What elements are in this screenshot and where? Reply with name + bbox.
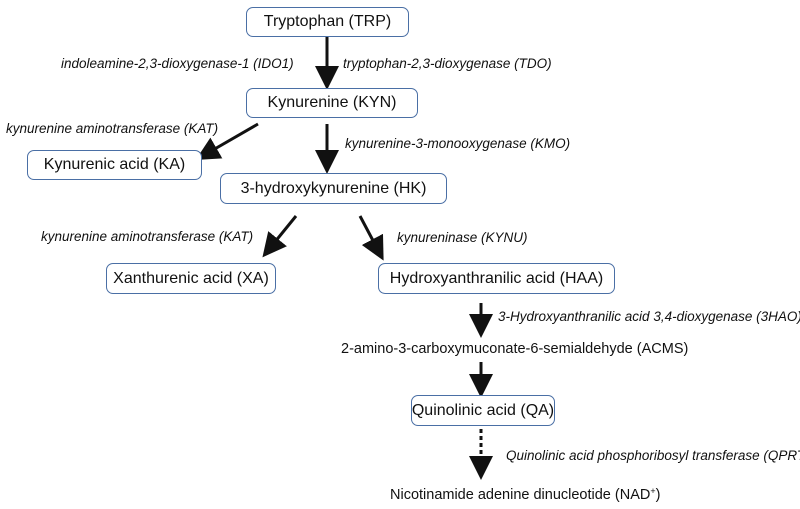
- node-xanthurenic-acid: Xanthurenic acid (XA): [106, 263, 276, 294]
- nad-label: Nicotinamide adenine dinucleotide (NAD: [390, 487, 651, 503]
- enzyme-3hao: 3-Hydroxyanthranilic acid 3,4-dioxygenas…: [498, 309, 800, 324]
- node-tryptophan: Tryptophan (TRP): [246, 7, 409, 37]
- node-kynurenic-acid: Kynurenic acid (KA): [27, 150, 202, 180]
- enzyme-kynu: kynureninase (KYNU): [397, 230, 528, 245]
- node-acms: 2-amino-3-carboxymuconate-6-semialdehyde…: [341, 341, 689, 357]
- nad-close: ): [655, 487, 661, 503]
- node-3-hydroxykynurenine: 3-hydroxykynurenine (HK): [220, 173, 447, 204]
- enzyme-ido1: indoleamine-2,3-dioxygenase-1 (IDO1): [61, 56, 294, 71]
- enzyme-kat-1: kynurenine aminotransferase (KAT): [6, 121, 219, 136]
- node-hydroxyanthranilic-acid: Hydroxyanthranilic acid (HAA): [378, 263, 615, 294]
- arrow-kyn-to-ka: [195, 122, 259, 160]
- nad-superscript: +: [650, 486, 656, 496]
- node-quinolinic-acid: Quinolinic acid (QA): [411, 395, 555, 426]
- arrow-hk-to-haa: [358, 215, 384, 261]
- enzyme-qprt: Quinolinic acid phosphoribosyl transfera…: [506, 448, 800, 463]
- enzyme-kat-2: kynurenine aminotransferase (KAT): [41, 229, 254, 244]
- node-nad: Nicotinamide adenine dinucleotide (NAD+): [390, 486, 661, 503]
- enzyme-tdo: tryptophan-2,3-dioxygenase (TDO): [343, 56, 552, 71]
- node-kynurenine: Kynurenine (KYN): [246, 88, 418, 118]
- enzyme-kmo: kynurenine-3-monooxygenase (KMO): [345, 136, 571, 151]
- arrow-hk-to-xa: [262, 215, 298, 258]
